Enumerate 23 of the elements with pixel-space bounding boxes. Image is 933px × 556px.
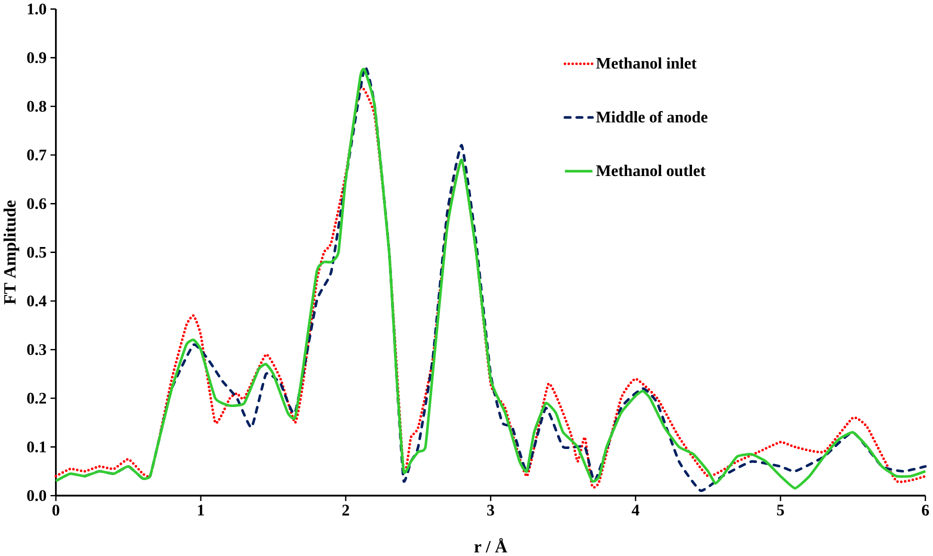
legend-label: Middle of anode [596, 110, 708, 122]
y-tick-label: 0.9 [27, 52, 46, 64]
x-tick-label: 2 [342, 504, 350, 516]
y-axis-title: FT Amplitude [4, 200, 20, 304]
x-tick-label: 3 [487, 504, 494, 516]
y-tick-label: 0.0 [27, 490, 46, 502]
x-tick-label: 5 [777, 504, 784, 516]
y-tick-label: 0.6 [27, 198, 46, 210]
x-tick-label: 4 [632, 504, 640, 516]
legend-label: Methanol inlet [596, 57, 697, 69]
y-tick-label: 0.4 [27, 295, 46, 306]
y-tick-label: 0.2 [27, 392, 46, 404]
x-tick-label: 1 [198, 504, 204, 516]
y-tick-label: 0.3 [27, 344, 46, 356]
legend-label: Methanol outlet [596, 164, 706, 176]
y-tick-label: 1.0 [28, 4, 46, 14]
y-tick-label: 0.1 [27, 441, 46, 452]
x-tick-label: 0 [52, 504, 60, 516]
x-tick-label: 6 [922, 504, 929, 516]
x-axis-title: r / Å [474, 538, 508, 552]
y-tick-label: 0.5 [27, 246, 46, 258]
y-tick-label: 0.8 [27, 100, 46, 112]
y-tick-label: 0.7 [27, 150, 46, 160]
